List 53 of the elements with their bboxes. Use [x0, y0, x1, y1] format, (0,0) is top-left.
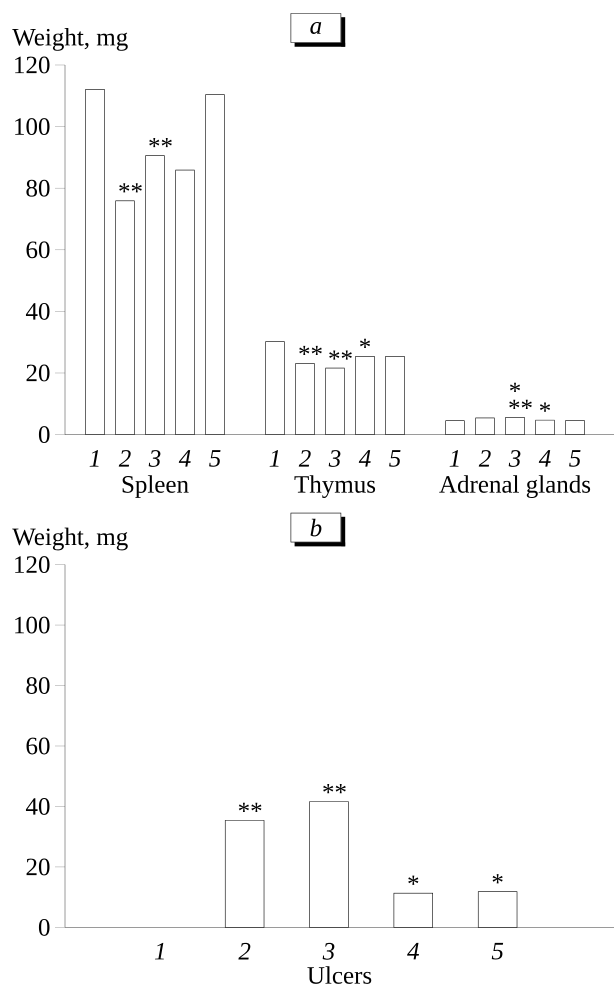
data-label: * — [492, 874, 503, 884]
y-tick-label: 40 — [26, 798, 50, 815]
x-tick-label: 1 — [90, 450, 99, 467]
y-tick-label: 100 — [15, 118, 50, 136]
x-tick-label: 5 — [209, 450, 221, 467]
data-label: ** — [299, 346, 322, 356]
x-tick-label: 1 — [270, 450, 279, 467]
x-tick-label: 4 — [407, 942, 419, 960]
text: Adrenal glands — [439, 475, 590, 498]
y-tick-label: 0 — [38, 426, 50, 444]
data-label: * — [408, 876, 418, 885]
y-tick-label: 40 — [26, 302, 50, 320]
text: * — [510, 382, 520, 392]
data-label: ** — [323, 784, 346, 794]
y-tick-label: 0 — [38, 918, 50, 936]
y-tick-label: 80 — [26, 677, 50, 694]
x-tick-label: 4 — [358, 450, 371, 467]
data-label: ** * — [509, 400, 550, 412]
y-tick-label: 80 — [26, 180, 50, 197]
x-tick-label: 3 — [322, 942, 334, 960]
y-axis-title: Weight, mg — [12, 28, 128, 51]
x-tick-label: 2 — [238, 942, 250, 960]
data-label: ** — [238, 802, 262, 812]
text: Thymus — [294, 475, 376, 498]
y-tick-label: 120 — [15, 56, 50, 74]
x-tick-label: 5 — [389, 450, 401, 467]
y-tick-label: 100 — [15, 616, 50, 634]
x-tick-label: 3 — [148, 450, 160, 467]
data-label: * — [360, 338, 370, 348]
x-tick-label: 3 — [508, 450, 520, 467]
data-label: ** — [149, 138, 172, 148]
y-tick-label: 20 — [26, 858, 50, 876]
x-tick-label: 5 — [569, 450, 581, 467]
x-tick-label: 5 — [492, 942, 504, 960]
y-tick-label: 120 — [15, 556, 50, 574]
x-tick-label: 2 — [118, 450, 131, 467]
y-tick-label: 20 — [26, 364, 50, 382]
y-tick-label: 60 — [26, 241, 50, 258]
chart-title: b — [310, 518, 322, 536]
y-tick-label: 60 — [26, 738, 50, 754]
x-axis-title: Ulcers — [307, 966, 372, 984]
x-tick-label: 4 — [538, 450, 551, 467]
x-tick-label: 4 — [178, 450, 191, 467]
x-tick-label: 1 — [154, 942, 164, 960]
x-tick-label: 3 — [328, 450, 340, 467]
x-tick-label: 2 — [298, 450, 311, 467]
data-label: ** — [329, 350, 352, 360]
x-tick-label: 2 — [478, 450, 491, 467]
text: Spleen — [122, 475, 189, 498]
data-label: ** — [119, 183, 142, 192]
chart-title: a — [310, 22, 322, 34]
x-tick-label: 1 — [450, 450, 459, 467]
y-axis-title: Weight, mg — [12, 528, 128, 550]
